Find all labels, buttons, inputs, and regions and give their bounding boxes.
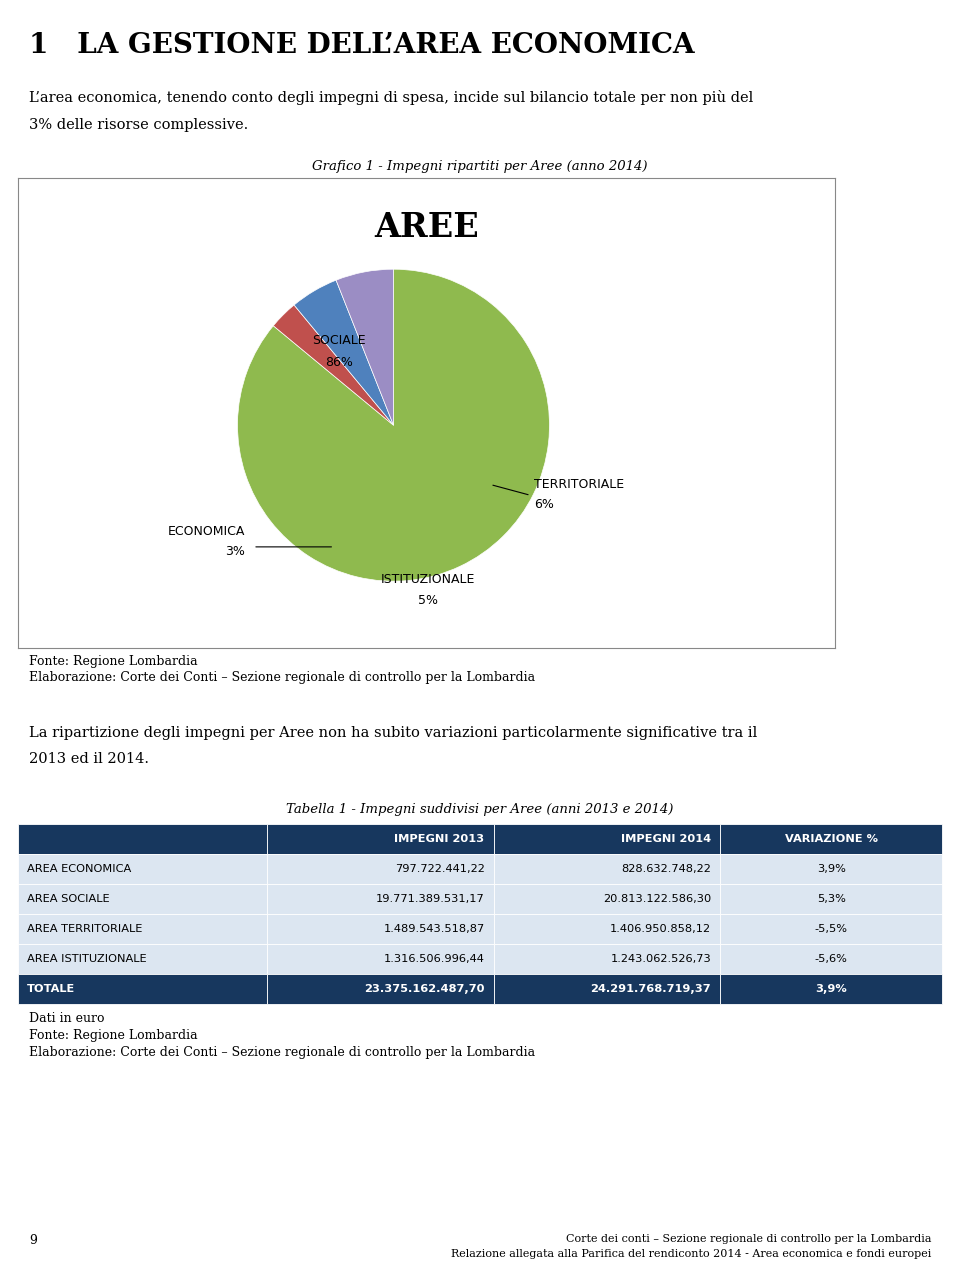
Text: 828.632.748,22: 828.632.748,22: [621, 865, 711, 873]
Text: Elaborazione: Corte dei Conti – Sezione regionale di controllo per la Lombardia: Elaborazione: Corte dei Conti – Sezione …: [29, 1047, 535, 1059]
Text: 5%: 5%: [418, 594, 438, 607]
Text: SOCIALE: SOCIALE: [312, 334, 366, 348]
Text: IMPEGNI 2014: IMPEGNI 2014: [621, 834, 711, 844]
Wedge shape: [294, 281, 394, 425]
Text: -5,6%: -5,6%: [815, 954, 848, 964]
Bar: [18, 854, 268, 884]
Text: AREA TERRITORIALE: AREA TERRITORIALE: [27, 924, 143, 934]
Bar: [720, 884, 942, 914]
Text: 2013 ed il 2014.: 2013 ed il 2014.: [29, 752, 149, 766]
Text: Tabella 1 - Impegni suddivisi per Aree (anni 2013 e 2014): Tabella 1 - Impegni suddivisi per Aree (…: [286, 803, 674, 817]
Text: 3,9%: 3,9%: [817, 865, 846, 873]
Text: 3%: 3%: [226, 545, 246, 557]
Bar: [720, 854, 942, 884]
Text: ISTITUZIONALE: ISTITUZIONALE: [380, 574, 475, 586]
Text: La ripartizione degli impegni per Aree non ha subito variazioni particolarmente : La ripartizione degli impegni per Aree n…: [29, 726, 757, 739]
Bar: [493, 975, 720, 1004]
Text: 9: 9: [29, 1234, 36, 1248]
Text: 24.291.768.719,37: 24.291.768.719,37: [590, 983, 711, 994]
Text: Dati in euro: Dati in euro: [29, 1012, 105, 1025]
Text: ECONOMICA: ECONOMICA: [168, 525, 246, 537]
Text: AREA ISTITUZIONALE: AREA ISTITUZIONALE: [27, 954, 147, 964]
Bar: [493, 824, 720, 854]
Text: 1.243.062.526,73: 1.243.062.526,73: [611, 954, 711, 964]
Text: AREE: AREE: [374, 211, 479, 244]
Text: AREA ECONOMICA: AREA ECONOMICA: [27, 865, 132, 873]
Bar: [268, 854, 493, 884]
Text: Fonte: Regione Lombardia: Fonte: Regione Lombardia: [29, 655, 198, 667]
Text: 3% delle risorse complessive.: 3% delle risorse complessive.: [29, 118, 248, 131]
Bar: [18, 914, 268, 944]
Bar: [720, 975, 942, 1004]
Bar: [268, 944, 493, 975]
Bar: [268, 975, 493, 1004]
Bar: [493, 854, 720, 884]
Bar: [720, 944, 942, 975]
Text: Elaborazione: Corte dei Conti – Sezione regionale di controllo per la Lombardia: Elaborazione: Corte dei Conti – Sezione …: [29, 671, 535, 684]
Text: 1.489.543.518,87: 1.489.543.518,87: [383, 924, 485, 934]
Bar: [18, 824, 268, 854]
Text: TOTALE: TOTALE: [27, 983, 76, 994]
Bar: [493, 884, 720, 914]
Text: 797.722.441,22: 797.722.441,22: [395, 865, 485, 873]
Bar: [18, 884, 268, 914]
Text: 5,3%: 5,3%: [817, 894, 846, 904]
Text: Relazione allegata alla Parifica del rendiconto 2014 - Area economica e fondi eu: Relazione allegata alla Parifica del ren…: [451, 1249, 931, 1259]
Text: 86%: 86%: [325, 356, 353, 369]
Text: Fonte: Regione Lombardia: Fonte: Regione Lombardia: [29, 1029, 198, 1042]
Wedge shape: [237, 269, 549, 581]
Text: AREA SOCIALE: AREA SOCIALE: [27, 894, 109, 904]
Bar: [18, 975, 268, 1004]
Text: Corte dei conti – Sezione regionale di controllo per la Lombardia: Corte dei conti – Sezione regionale di c…: [565, 1234, 931, 1244]
Text: TERRITORIALE: TERRITORIALE: [534, 478, 624, 490]
Text: 1.406.950.858,12: 1.406.950.858,12: [610, 924, 711, 934]
Text: 6%: 6%: [534, 498, 554, 511]
Bar: [493, 944, 720, 975]
Bar: [268, 884, 493, 914]
Text: 20.813.122.586,30: 20.813.122.586,30: [603, 894, 711, 904]
Wedge shape: [274, 305, 394, 425]
Bar: [268, 914, 493, 944]
Text: 23.375.162.487,70: 23.375.162.487,70: [364, 983, 485, 994]
Bar: [268, 824, 493, 854]
Text: -5,5%: -5,5%: [815, 924, 848, 934]
Bar: [18, 944, 268, 975]
Text: IMPEGNI 2013: IMPEGNI 2013: [395, 834, 485, 844]
Text: 1   LA GESTIONE DELL’AREA ECONOMICA: 1 LA GESTIONE DELL’AREA ECONOMICA: [29, 32, 694, 59]
Text: 1.316.506.996,44: 1.316.506.996,44: [384, 954, 485, 964]
Bar: [720, 824, 942, 854]
Text: VARIAZIONE %: VARIAZIONE %: [784, 834, 877, 844]
Text: 19.771.389.531,17: 19.771.389.531,17: [376, 894, 485, 904]
Bar: [493, 914, 720, 944]
Text: Grafico 1 - Impegni ripartiti per Aree (anno 2014): Grafico 1 - Impegni ripartiti per Aree (…: [312, 161, 648, 173]
Bar: [720, 914, 942, 944]
Text: 3,9%: 3,9%: [815, 983, 847, 994]
Wedge shape: [336, 269, 394, 425]
Text: L’area economica, tenendo conto degli impegni di spesa, incide sul bilancio tota: L’area economica, tenendo conto degli im…: [29, 90, 753, 105]
